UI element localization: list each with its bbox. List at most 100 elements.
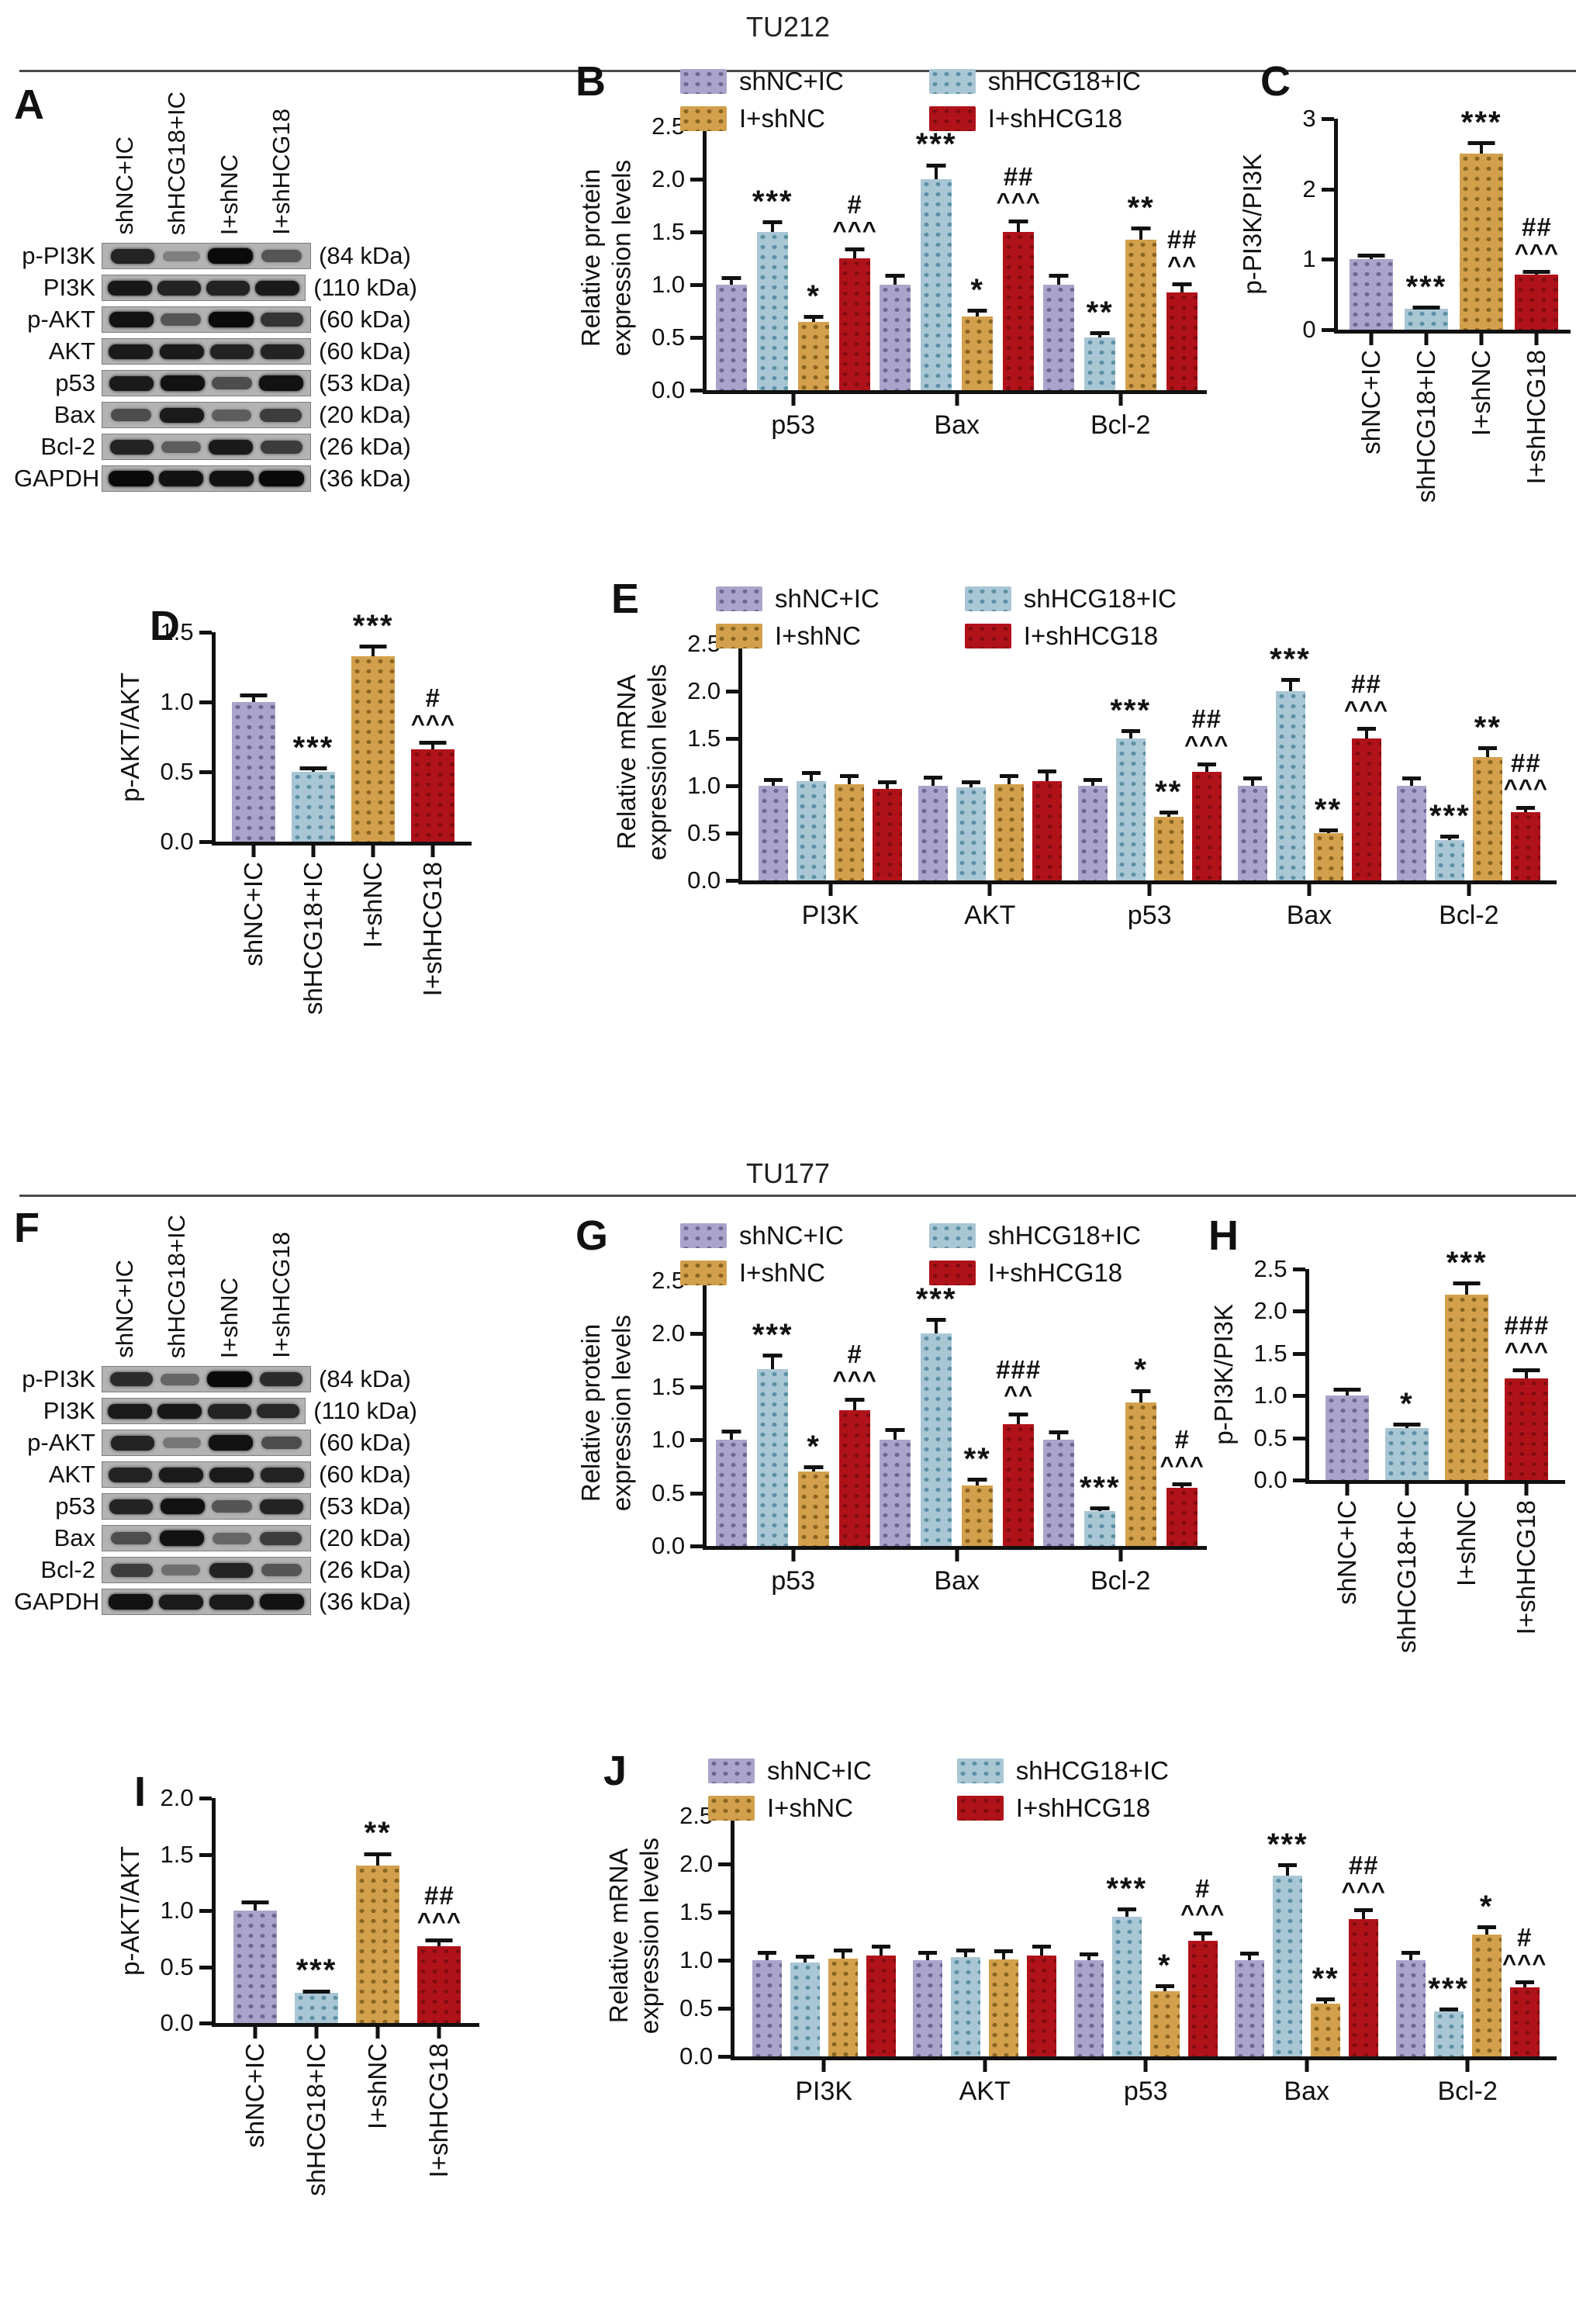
error-bar-cap: [721, 1429, 741, 1433]
error-bar-stem: [1002, 1949, 1006, 1959]
bar-p53-shHCG18+IC: ***: [1106, 1873, 1146, 2056]
protein-band: [208, 312, 254, 327]
bar-AKT-shNC+IC: [913, 1950, 943, 2056]
error-bar-cap: [1079, 1952, 1098, 1957]
section-divider-top: [19, 70, 1576, 72]
protein-band: [110, 439, 154, 455]
error-bar-cap: [1049, 1430, 1069, 1434]
legend-label-I+shNC: I+shNC: [775, 621, 861, 650]
y-tick-mark: [690, 1438, 703, 1443]
protein-band: [160, 1499, 205, 1514]
significance-marks: ***: [1267, 1827, 1308, 1862]
protein-band: [110, 1435, 154, 1451]
protein-band: [109, 1467, 153, 1482]
protein-band: [209, 471, 254, 486]
protein-band: [110, 1372, 153, 1386]
bar-group-p53: *** * # ^^^ p53: [716, 1281, 876, 1596]
bar-p53-I+shHCG18: # ^^^: [1180, 1875, 1224, 2056]
panel-letter-F: F: [14, 1205, 40, 1251]
molecular-weight-Bcl-2: (26 kDa): [319, 433, 411, 460]
blot-content-F: shNC+IC shHCG18+IC I+shNC I+shHCG18 p-PI3K (8…: [14, 1210, 417, 1616]
plot-area-D: 0.0 0.5 1.0 1.5 shNC+IC *** shHCG18+IC *** I+shN…: [160, 610, 472, 1015]
y-tick-label: 1: [1302, 245, 1316, 273]
protein-label-p-AKT: p-AKT: [27, 1429, 95, 1456]
lane-label-I+shHCG18: I+shHCG18: [268, 109, 296, 235]
x-tick-mark: [1464, 1484, 1469, 1496]
significance-marks: ***: [1405, 270, 1447, 305]
significance-annotation: *: [807, 1431, 821, 1462]
y-tick-mark: [1292, 1394, 1305, 1399]
bar-PI3K-I+shHCG18: [873, 780, 903, 880]
significance-annotation: ***: [1446, 1247, 1488, 1278]
error-bar-cap: [804, 315, 824, 320]
legend-swatch-shHCG18+IC: [956, 1759, 1004, 1783]
x-tick-mark: [1369, 334, 1374, 345]
bar-p53-I+shNC: *: [1149, 1950, 1180, 2056]
protein-band: [111, 1563, 154, 1577]
legend-label-I+shHCG18: I+shHCG18: [1015, 1793, 1151, 1822]
bar-Bcl-2-I+shHCG18: # ^^^: [1502, 1924, 1546, 2056]
x-label-shNC+IC: shNC+IC: [1356, 350, 1385, 455]
legend-swatch-shHCG18+IC: [928, 1223, 976, 1248]
y-tick-label: 0.0: [651, 376, 686, 403]
category-label-Bax: Bax: [1284, 2077, 1329, 2106]
bar-p53-I+shNC: *: [798, 1431, 830, 1546]
protein-band: [209, 1467, 254, 1482]
significance-annotation: ## ^^^: [1342, 1852, 1386, 1903]
x-tick-mark: [437, 2027, 441, 2039]
y-tick-label: 3: [1302, 105, 1316, 132]
blot-row-Bax: Bax (20 kDa): [14, 401, 417, 429]
error-bar-stem: [253, 1900, 257, 1911]
error-bar-cap: [1131, 227, 1151, 231]
significance-annotation: ***: [1080, 1472, 1121, 1503]
error-bar-stem: [1017, 1412, 1021, 1424]
significance-marks: ***: [915, 1281, 957, 1316]
significance-annotation: # ^^^: [1502, 1924, 1547, 1975]
protein-band: [208, 248, 254, 264]
significance-annotation: ***: [1460, 105, 1502, 140]
significance-annotation: # ^^^: [411, 685, 455, 736]
lane-label-shHCG18+IC: shHCG18+IC: [163, 1214, 191, 1358]
bar-Bax-I+shHCG18: ## ^^^: [997, 163, 1040, 390]
significance-marks: **: [1474, 710, 1502, 745]
protein-label-GAPDH: GAPDH: [14, 1588, 100, 1615]
error-bar-cap: [1172, 282, 1192, 287]
category-label-PI3K: PI3K: [795, 2077, 853, 2106]
error-bar-cap: [1412, 306, 1440, 310]
significance-marks: ***: [1110, 693, 1152, 728]
bar-Bax-shNC+IC: [880, 274, 911, 390]
blot-row-p53: p53 (53 kDa): [14, 369, 417, 397]
error-bar-cap: [1354, 1908, 1374, 1913]
significance-marks: ***: [1460, 105, 1502, 140]
significance-annotation: **: [365, 1817, 392, 1848]
legend-swatch-shHCG18+IC: [928, 69, 976, 94]
blot-strip-GAPDH: [102, 465, 311, 492]
y-tick-mark: [1321, 117, 1334, 121]
bar-p53-I+shHCG18: # ^^^: [833, 1341, 876, 1546]
plot-wrap-E: 0.0 0.5 1.0 1.5 2.0 2.5 PI3K AKT *** ** ## ^^^ p53 **…: [687, 630, 1557, 930]
legend-swatch-I+shNC: [680, 1261, 727, 1285]
error-bar-stem: [1465, 1281, 1469, 1295]
category-label-PI3K: PI3K: [801, 901, 859, 930]
chart-legend: shNC+IC shHCG18+IC I+shNC I+shHCG18: [716, 584, 1177, 651]
panel-letter-D: D: [150, 603, 180, 649]
significance-annotation: **: [964, 1444, 991, 1475]
blot-row-Bcl-2: Bcl-2 (26 kDa): [14, 1556, 417, 1584]
significance-marks: *: [807, 279, 821, 314]
error-bar-stem: [1408, 1950, 1412, 1960]
protein-band: [260, 313, 303, 327]
error-bar-stem: [372, 645, 375, 656]
category-label-p53: p53: [1127, 901, 1172, 930]
error-bar-cap: [1516, 805, 1536, 810]
error-bar-cap: [1393, 1423, 1421, 1427]
bar-group-p53: *** * # ^^^ p53: [1073, 1816, 1224, 2106]
protein-band: [259, 471, 305, 486]
bar-Bcl-2-shHCG18+IC: ***: [1080, 1472, 1119, 1546]
significance-marks: ^^^: [996, 188, 1041, 216]
bar-AKT-shHCG18+IC: [951, 1949, 981, 2056]
error-bar-cap: [721, 276, 741, 281]
legend-label-shHCG18+IC: shHCG18+IC: [987, 1221, 1141, 1250]
significance-annotation: ## ^^^: [1515, 213, 1559, 265]
error-bar-stem: [1057, 1430, 1061, 1440]
